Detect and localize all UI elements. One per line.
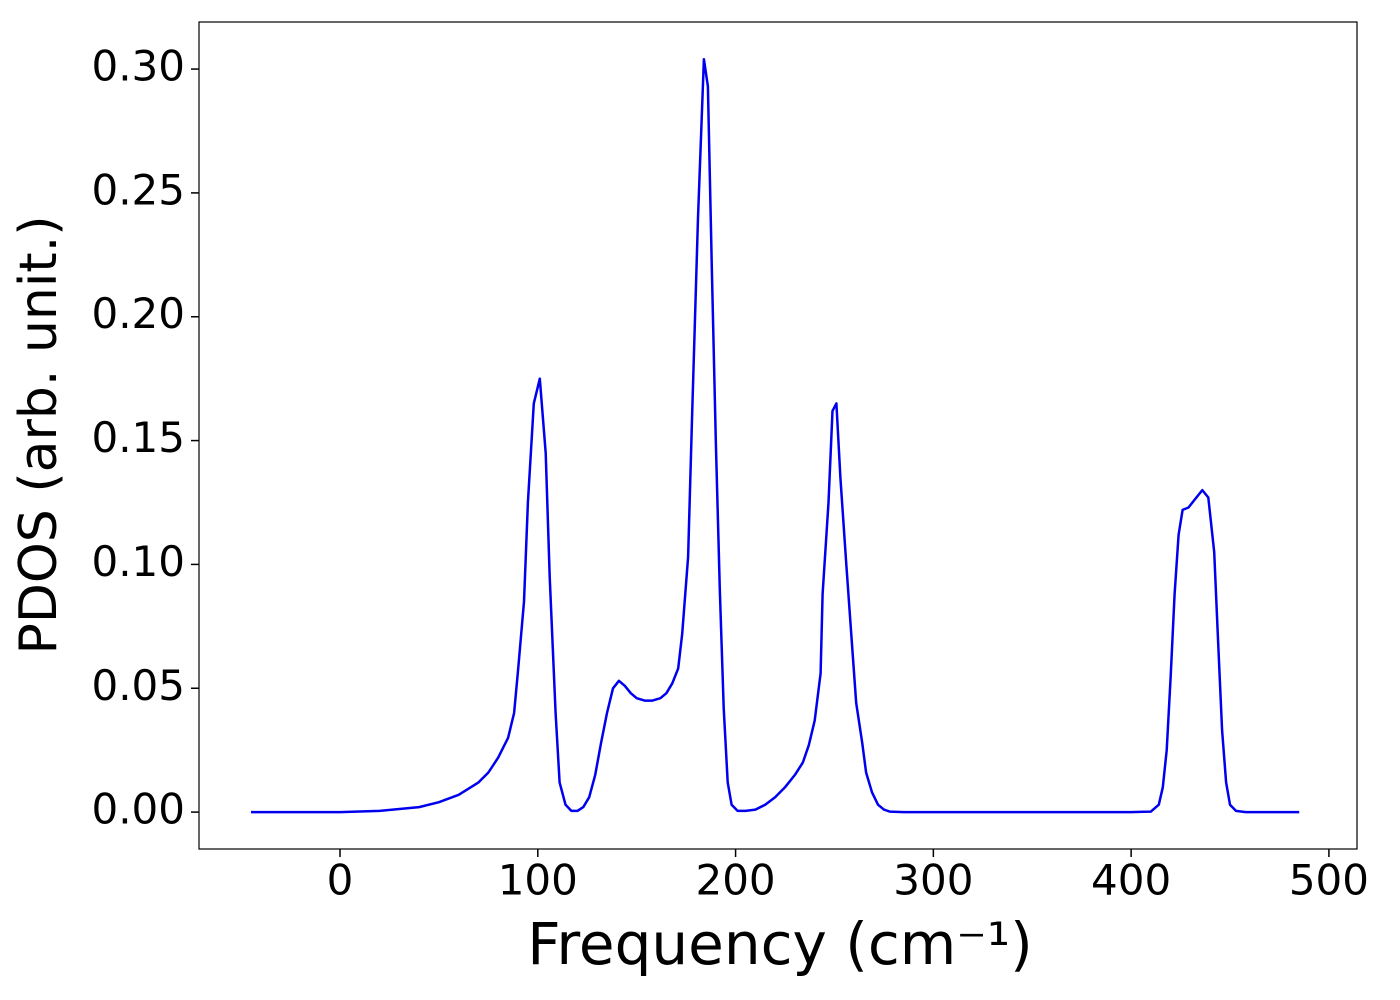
x-tick-label: 400 [1091, 856, 1171, 905]
x-axis-label: Frequency (cm⁻¹) [527, 910, 1033, 978]
x-tick-label: 500 [1289, 856, 1369, 905]
y-tick-label: 0.10 [91, 537, 185, 586]
y-axis-label: PDOS (arb. unit.) [9, 215, 69, 654]
line [251, 57, 1300, 814]
x-tick-label: 200 [695, 856, 775, 905]
x-tick-label: 100 [498, 856, 578, 905]
x-tick-label: 300 [893, 856, 973, 905]
y-tick-label: 0.05 [91, 661, 185, 710]
y-tick-label: 0.00 [91, 785, 185, 834]
y-tick-label: 0.25 [91, 165, 185, 214]
y-tick-label: 0.15 [91, 413, 185, 462]
plot-frame [198, 21, 1358, 850]
y-tick-label: 0.30 [91, 42, 185, 91]
x-tick-label: 0 [327, 856, 354, 905]
y-tick-label: 0.20 [91, 289, 185, 338]
